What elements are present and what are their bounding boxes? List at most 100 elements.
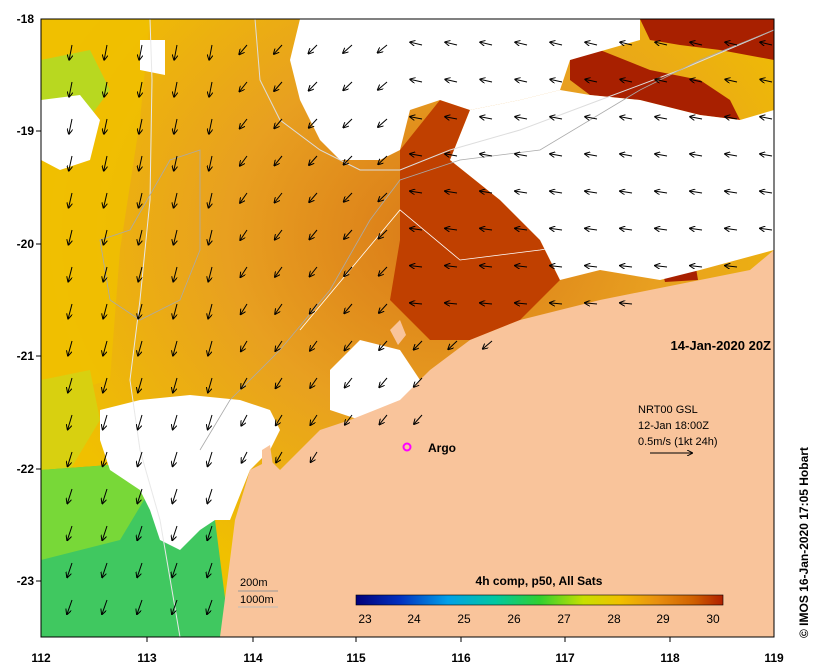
current-arrow-icon xyxy=(240,118,248,129)
current-arrow-icon xyxy=(310,377,318,388)
current-arrow-icon xyxy=(760,79,773,82)
current-arrow-icon xyxy=(209,118,212,134)
current-arrow-icon xyxy=(655,154,668,156)
current-arrow-icon xyxy=(690,79,703,82)
current-arrow-icon xyxy=(138,266,143,282)
current-arrow-icon xyxy=(67,599,73,614)
sst-warm-region xyxy=(640,19,774,60)
current-arrow-icon xyxy=(68,340,73,356)
sst-warm-region xyxy=(390,100,560,340)
current-arrow-icon xyxy=(344,155,353,165)
current-arrow-icon xyxy=(275,229,283,240)
current-arrow-icon xyxy=(309,118,318,128)
current-arrow-icon xyxy=(550,228,563,230)
current-arrow-icon xyxy=(172,562,178,577)
current-arrow-icon xyxy=(274,44,283,54)
current-arrow-icon xyxy=(275,340,283,351)
current-legend-line3: 0.5m/s (1kt 24h) xyxy=(638,436,717,448)
current-arrow-icon xyxy=(515,266,528,267)
current-arrow-icon xyxy=(104,192,107,208)
current-arrow-icon xyxy=(378,192,388,201)
current-arrow-icon xyxy=(310,303,318,314)
current-arrow-icon xyxy=(378,81,388,90)
land-mass xyxy=(220,250,774,637)
current-arrow-icon xyxy=(240,192,248,203)
current-arrow-icon xyxy=(585,191,598,193)
current-arrow-icon xyxy=(275,155,283,165)
current-arrow-icon xyxy=(69,155,72,171)
lat-tick-label: -18 xyxy=(17,12,35,26)
current-arrow-icon xyxy=(67,488,73,503)
current-arrow-icon xyxy=(414,340,423,350)
current-arrow-icon xyxy=(379,303,388,313)
colorbar-tick: 26 xyxy=(507,612,521,626)
current-arrow-icon xyxy=(172,525,178,540)
current-arrow-icon xyxy=(172,599,178,614)
current-arrow-icon xyxy=(103,303,108,319)
current-arrow-icon xyxy=(138,303,143,319)
current-arrow-icon xyxy=(345,340,353,350)
lat-tick-label: -20 xyxy=(17,237,35,251)
current-arrow-icon xyxy=(173,414,178,429)
current-arrow-icon xyxy=(445,154,458,156)
current-arrow-icon xyxy=(445,117,458,119)
contour-line xyxy=(299,209,601,331)
current-arrow-icon xyxy=(585,303,598,304)
colorbar-tick: 24 xyxy=(407,612,421,626)
current-arrow-icon xyxy=(690,228,703,230)
current-arrow-icon xyxy=(620,303,633,304)
current-arrow-icon xyxy=(69,229,73,245)
current-arrow-icon xyxy=(550,42,563,45)
current-arrow-icon xyxy=(310,414,318,425)
current-arrow-icon xyxy=(104,155,107,171)
colorbar-tick: 30 xyxy=(706,612,720,626)
lon-tick-label: 119 xyxy=(764,651,784,665)
current-arrow-icon xyxy=(345,377,353,388)
current-arrow-icon xyxy=(380,414,388,424)
current-arrow-icon xyxy=(515,303,528,304)
current-arrow-icon xyxy=(585,228,598,230)
current-arrow-icon xyxy=(410,191,423,193)
colorbar-tick: 28 xyxy=(607,612,621,626)
current-arrow-icon xyxy=(410,266,423,267)
current-arrow-icon xyxy=(276,414,283,425)
current-arrow-icon xyxy=(760,228,773,230)
current-arrow-icon xyxy=(138,414,143,429)
colorbar-ticks: 23 24 25 26 27 28 29 30 xyxy=(358,612,720,626)
current-arrow-icon xyxy=(725,117,738,119)
current-arrow-icon xyxy=(207,488,213,503)
current-arrow-icon xyxy=(655,117,668,119)
current-arrow-icon xyxy=(410,228,423,230)
current-arrow-icon xyxy=(725,266,738,267)
current-arrow-icon xyxy=(344,266,353,276)
current-arrow-icon xyxy=(760,154,773,156)
current-arrow-icon xyxy=(310,266,318,276)
current-arrow-icon xyxy=(655,79,668,82)
current-arrow-icon xyxy=(138,377,143,392)
current-arrow-icon xyxy=(174,81,177,97)
current-arrow-icon xyxy=(103,451,108,466)
current-arrow-icon xyxy=(345,414,353,425)
current-arrow-icon xyxy=(655,266,668,267)
contour-200m xyxy=(254,19,774,171)
credit-label: © IMOS 16-Jan-2020 17:05 Hobart xyxy=(797,447,811,638)
current-arrow-icon xyxy=(275,192,283,203)
current-arrow-icon xyxy=(209,192,212,208)
current-vectors xyxy=(67,42,773,614)
current-arrow-icon xyxy=(379,229,388,239)
current-arrow-icon xyxy=(240,229,248,240)
current-arrow-icon xyxy=(240,155,248,166)
current-arrow-icon xyxy=(483,340,493,349)
current-arrow-icon xyxy=(103,340,108,356)
current-arrow-icon xyxy=(620,266,633,267)
current-arrow-icon xyxy=(515,191,528,193)
current-arrow-icon xyxy=(550,117,563,119)
argo-marker-icon xyxy=(402,442,412,452)
current-arrow-icon xyxy=(480,191,493,193)
current-arrow-icon xyxy=(690,154,703,156)
current-arrow-icon xyxy=(378,44,388,53)
current-arrow-icon xyxy=(309,192,318,202)
current-legend-line2: 12-Jan 18:00Z xyxy=(638,420,709,432)
current-arrow-icon xyxy=(274,118,283,128)
current-arrow-icon xyxy=(69,81,72,97)
